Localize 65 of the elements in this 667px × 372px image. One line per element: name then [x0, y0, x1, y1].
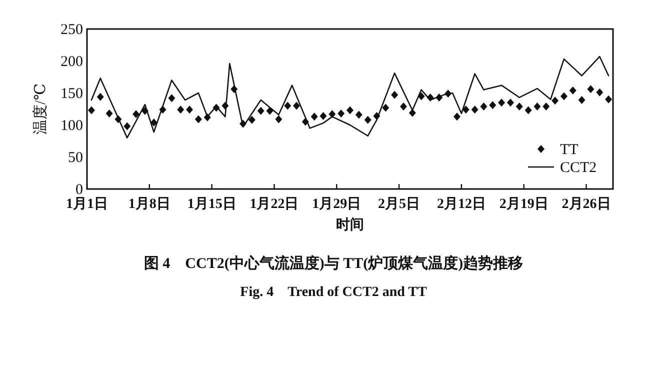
point: [596, 88, 604, 96]
y-tick-label: 250: [60, 22, 83, 38]
point: [257, 106, 264, 115]
point: [248, 116, 256, 124]
y-tick-label: 200: [60, 54, 83, 70]
x-tick-label: 2月26日: [562, 197, 611, 212]
point: [462, 106, 470, 114]
y-tick-label: 150: [60, 86, 83, 102]
text: 图 4 CCT2(中心气流温度)与 TT(炉顶煤气温度)趋势推移: [144, 254, 524, 272]
point: [124, 122, 131, 130]
point: [275, 115, 282, 124]
legend-label: TT: [560, 142, 578, 158]
y-tick-label: 0: [76, 182, 83, 198]
x-tick-label: 2月5日: [378, 197, 420, 212]
x-tick-label: 1月15日: [187, 197, 236, 212]
point: [364, 116, 372, 124]
point: [320, 112, 327, 120]
point: [471, 106, 478, 114]
point: [400, 102, 407, 110]
point: [480, 102, 488, 110]
point: [569, 86, 576, 94]
point: [552, 96, 559, 105]
point: [186, 106, 194, 114]
point: [506, 98, 514, 107]
point: [498, 98, 506, 107]
point: [408, 108, 416, 117]
point: [96, 92, 104, 101]
point: [194, 115, 202, 124]
point: [355, 110, 362, 119]
point: [346, 106, 354, 114]
x-tick-label: 1月29日: [312, 197, 362, 212]
x-tick-label: 1月1日: [66, 197, 108, 212]
x-tick-label: 1月22日: [250, 197, 299, 212]
y-axis-title: 温度/℃: [32, 84, 49, 134]
point: [578, 96, 586, 104]
point: [489, 101, 496, 110]
point: [534, 102, 541, 110]
y-tick-label: 50: [68, 150, 83, 166]
point: [524, 106, 532, 114]
point: [310, 112, 318, 121]
point: [391, 90, 398, 99]
point: [293, 102, 300, 110]
point: [338, 109, 345, 118]
point: [132, 110, 140, 118]
text: Fig. 4 Trend of CCT2 and TT: [240, 285, 428, 300]
point: [516, 102, 523, 110]
x-tick-label: 2月12日: [436, 197, 486, 212]
point: [542, 102, 550, 110]
point: [605, 95, 612, 104]
x-axis-title: 时间: [336, 217, 364, 233]
point: [177, 106, 184, 114]
point: [88, 106, 95, 114]
y-tick-label: 100: [60, 118, 83, 134]
point: [106, 109, 113, 118]
x-tick-label: 1月8日: [128, 197, 170, 212]
point: [382, 104, 390, 112]
point: [560, 92, 568, 100]
point: [168, 94, 176, 102]
point: [587, 85, 594, 94]
point: [453, 112, 460, 121]
x-tick-label: 2月19日: [499, 197, 548, 212]
point: [150, 118, 158, 126]
legend-label: CCT2: [560, 160, 597, 176]
point: [284, 102, 292, 110]
point: [328, 110, 336, 118]
